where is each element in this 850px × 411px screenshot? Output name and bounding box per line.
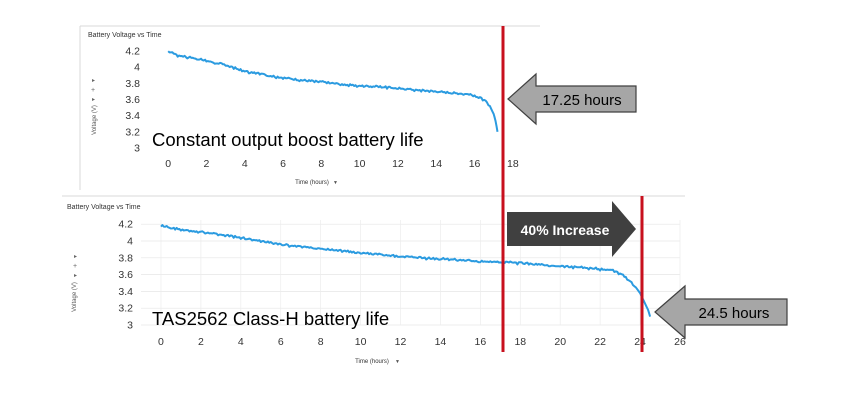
- top-zoom-down-icon[interactable]: ▸: [92, 97, 95, 103]
- top-series-group: [167, 50, 499, 132]
- bottom-x-tick-label: 24: [634, 336, 646, 348]
- top-chart: Battery Voltage vs Time ▸ + ▸ Voltage (V…: [79, 25, 540, 190]
- top-x-axis-label: Time (hours): [295, 180, 329, 186]
- bottom-x-tick-label: 12: [395, 336, 407, 348]
- top-gray-arrow: 17.25 hours: [507, 72, 637, 126]
- top-x-tick-label: 2: [204, 158, 210, 170]
- bottom-x-axis-label: Time (hours): [355, 359, 389, 365]
- bottom-x-tick-label: 8: [318, 336, 324, 348]
- top-time-dropdown[interactable]: Time (hours) ▼: [295, 180, 338, 186]
- top-dropdown-chevron-icon[interactable]: ▼: [333, 180, 338, 186]
- top-y-tick-label: 3.2: [125, 126, 140, 138]
- top-x-tick-label: 8: [318, 158, 324, 170]
- top-x-tick-label: 14: [430, 158, 442, 170]
- top-x-tick-label: 16: [469, 158, 481, 170]
- top-x-tick-label: 18: [507, 158, 519, 170]
- top-y-tick-label: 4.2: [125, 46, 140, 58]
- top-overlay-label: Constant output boost battery life: [152, 129, 424, 150]
- top-zoom-up-icon[interactable]: ▸: [92, 78, 95, 84]
- bottom-x-tick-labels: 0 2 4 6 8 10 12 14 16 18 20 22 24 26: [158, 336, 686, 348]
- bottom-zoom-down-icon[interactable]: ▸: [74, 273, 77, 279]
- bottom-y-tick-label: 3.2: [118, 303, 133, 315]
- bottom-zoom-controls[interactable]: ▸ + ▸: [73, 254, 77, 279]
- top-x-tick-label: 4: [242, 158, 248, 170]
- bottom-x-tick-label: 16: [475, 336, 487, 348]
- top-y-tick-labels: 4.2 4 3.8 3.6 3.4 3.2 3: [125, 46, 140, 155]
- bottom-y-axis-label: Voltage (V): [72, 282, 78, 312]
- top-y-tick-label: 4: [134, 62, 140, 74]
- bottom-chart-title: Battery Voltage vs Time: [67, 204, 141, 211]
- bottom-y-tick-label: 3.6: [118, 269, 133, 281]
- bottom-voltage-series-line: [160, 224, 652, 317]
- top-x-tick-label: 6: [280, 158, 286, 170]
- bottom-y-tick-label: 4.2: [118, 219, 133, 231]
- top-y-tick-label: 3.8: [125, 78, 140, 90]
- top-y-tick-label: 3: [134, 143, 140, 155]
- top-y-tick-label: 3.6: [125, 94, 140, 106]
- top-chart-title: Battery Voltage vs Time: [88, 32, 162, 39]
- bottom-x-tick-label: 10: [355, 336, 367, 348]
- bottom-y-tick-label: 3.8: [118, 252, 133, 264]
- top-y-axis-label: Voltage (V): [92, 105, 98, 135]
- bottom-arrow-label: 24.5 hours: [699, 305, 770, 322]
- top-zoom-in-icon[interactable]: +: [91, 87, 95, 94]
- top-x-tick-label: 12: [392, 158, 404, 170]
- bottom-x-tick-label: 6: [278, 336, 284, 348]
- top-y-tick-label: 3.4: [125, 110, 140, 122]
- top-x-tick-labels: 0 2 4 6 8 10 12 14 16 18: [165, 158, 519, 170]
- bottom-x-tick-label: 14: [435, 336, 447, 348]
- top-zoom-controls[interactable]: ▸ + ▸: [91, 78, 95, 103]
- bottom-time-dropdown[interactable]: Time (hours) ▼: [355, 359, 400, 365]
- bottom-x-tick-label: 26: [674, 336, 686, 348]
- bottom-x-tick-label: 0: [158, 336, 164, 348]
- increase-arrow: 40% Increase: [507, 201, 636, 257]
- left-arrow-icon: [654, 284, 788, 340]
- bottom-y-tick-label: 3: [127, 320, 133, 332]
- bottom-x-tick-label: 2: [198, 336, 204, 348]
- top-x-tick-label: 0: [165, 158, 171, 170]
- bottom-dropdown-chevron-icon[interactable]: ▼: [395, 359, 400, 365]
- top-voltage-series-line: [167, 50, 499, 132]
- left-arrow-icon: [507, 72, 637, 126]
- bottom-gray-arrow: 24.5 hours: [654, 284, 788, 340]
- bottom-x-tick-label: 4: [238, 336, 244, 348]
- top-arrow-label: 17.25 hours: [542, 92, 621, 109]
- bottom-zoom-up-icon[interactable]: ▸: [74, 254, 77, 260]
- bottom-overlay-label: TAS2562 Class-H battery life: [152, 308, 389, 329]
- bottom-y-tick-labels: 4.2 4 3.8 3.6 3.4 3.2 3: [118, 219, 133, 332]
- top-x-tick-label: 10: [354, 158, 366, 170]
- right-arrow-icon: [507, 201, 636, 257]
- bottom-x-tick-label: 18: [514, 336, 526, 348]
- bottom-y-tick-label: 4: [127, 236, 133, 248]
- bottom-zoom-in-icon[interactable]: +: [73, 263, 77, 270]
- bottom-x-tick-label: 20: [554, 336, 566, 348]
- bottom-series-group: [160, 224, 652, 317]
- bottom-x-tick-label: 22: [594, 336, 606, 348]
- bottom-y-tick-label: 3.4: [118, 286, 133, 298]
- increase-arrow-label: 40% Increase: [521, 222, 610, 238]
